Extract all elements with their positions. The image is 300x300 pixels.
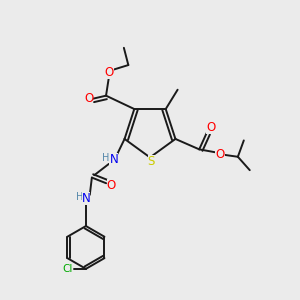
Text: Cl: Cl [62, 264, 72, 274]
Text: S: S [148, 155, 155, 168]
Text: N: N [110, 153, 118, 166]
Text: O: O [104, 66, 114, 79]
Text: O: O [215, 148, 225, 161]
Text: H: H [102, 153, 110, 163]
Text: O: O [206, 121, 216, 134]
Text: O: O [84, 92, 93, 105]
Text: N: N [82, 192, 90, 205]
Text: H: H [76, 192, 83, 202]
Text: O: O [107, 179, 116, 192]
